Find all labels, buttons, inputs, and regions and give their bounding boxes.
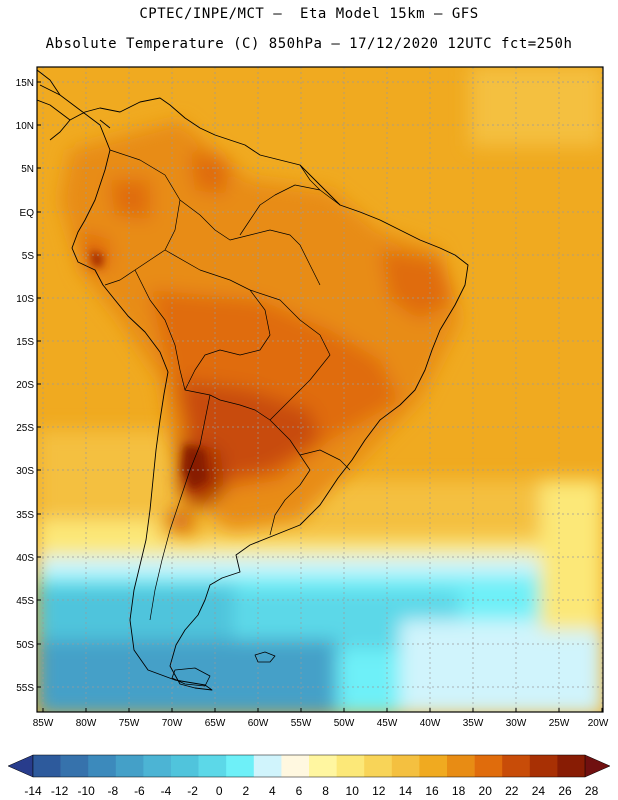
plot-frame [36, 66, 604, 713]
lat-label: 15N [16, 78, 34, 89]
lat-label: 50S [16, 640, 34, 651]
graticule [37, 67, 603, 712]
colorbar-label: -14 [24, 784, 42, 798]
colorbar-swatch [226, 755, 255, 777]
colorbar-swatch [88, 755, 117, 777]
colorbar-swatch [198, 755, 227, 777]
colorbar-swatch [364, 755, 393, 777]
colorbar-label: 20 [479, 784, 493, 798]
colorbar-label: 16 [425, 784, 439, 798]
colorbar-label: 2 [242, 784, 249, 798]
colorbar-label: 14 [399, 784, 413, 798]
colorbar-swatch [502, 755, 531, 777]
central-america-coastline [37, 69, 111, 129]
lon-label: 25W [549, 718, 570, 729]
lon-label: 60W [248, 718, 269, 729]
colorbar-label: 0 [216, 784, 223, 798]
colorbar-swatch [309, 755, 337, 777]
colorbar-swatch [33, 755, 61, 777]
lat-label: 45S [16, 596, 34, 607]
lon-label: 80W [76, 718, 97, 729]
lat-label: 35S [16, 510, 34, 521]
colorbar-swatch [115, 755, 144, 777]
lon-label: 70W [162, 718, 183, 729]
lat-label: 10N [16, 121, 34, 132]
lon-label: 35W [463, 718, 484, 729]
temperature-field [37, 67, 603, 712]
colorbar-label: 8 [322, 784, 329, 798]
colorbar-swatch [336, 755, 365, 777]
lon-label: 40W [420, 718, 441, 729]
south-america-coastline [39, 84, 469, 691]
colorbar-swatch [281, 755, 310, 777]
colorbar-label: 26 [558, 784, 572, 798]
colorbar-label: 10 [346, 784, 360, 798]
lat-label: 20S [16, 380, 34, 391]
lon-label: 65W [205, 718, 226, 729]
lat-label: 5S [22, 251, 35, 262]
colorbar-label: -2 [187, 784, 198, 798]
colorbar-swatch [474, 755, 503, 777]
lon-label: 50W [334, 718, 355, 729]
lon-label: 75W [119, 718, 140, 729]
colorbar-label: 12 [372, 784, 386, 798]
colorbar-label: -4 [161, 784, 172, 798]
lon-label: 45W [377, 718, 398, 729]
colorbar-swatch [171, 755, 199, 777]
colorbar-label: 4 [269, 784, 276, 798]
lat-label: 55S [16, 683, 34, 694]
colorbar-label: -12 [51, 784, 69, 798]
lat-label: 15S [16, 337, 34, 348]
colorbar-label: 22 [505, 784, 519, 798]
colorbar-label: 6 [296, 784, 303, 798]
lat-label: 5N [21, 164, 34, 175]
colorbar-swatch [557, 755, 586, 777]
colorbar-swatch [419, 755, 448, 777]
country-borders [104, 149, 351, 621]
colorbar-max-arrow [584, 754, 611, 778]
lon-label: 30W [506, 718, 527, 729]
axis-ticks [37, 81, 603, 712]
colorbar-label: -10 [78, 784, 96, 798]
colorbar-swatch [143, 755, 172, 777]
tierra-del-fuego [171, 667, 211, 687]
colorbar: -14 -12 -10 -8 -6 -4 -2 0 2 4 6 8 10 12 … [7, 754, 611, 798]
falklands [254, 651, 276, 663]
lat-label: 40S [16, 553, 34, 564]
colorbar-swatch [391, 755, 420, 777]
colorbar-border [32, 754, 586, 778]
title-line-2: Absolute Temperature (C) 850hPa – 17/12/… [45, 36, 573, 52]
colorbar-swatch [529, 755, 558, 777]
colorbar-swatch [60, 755, 89, 777]
colorbar-label: 18 [452, 784, 466, 798]
lon-label: 85W [33, 718, 54, 729]
colorbar-min-arrow [7, 754, 34, 778]
colorbar-label: -6 [134, 784, 145, 798]
colorbar-swatch [447, 755, 475, 777]
colorbar-swatch [253, 755, 282, 777]
lat-label: 10S [16, 294, 34, 305]
lat-label: 30S [16, 466, 34, 477]
lon-label: 55W [291, 718, 312, 729]
lon-label: 20W [588, 718, 609, 729]
title-line-1: CPTEC/INPE/MCT – Eta Model 15km – GFS [139, 6, 479, 22]
lat-label: 25S [16, 423, 34, 434]
lat-label: EQ [20, 208, 35, 219]
colorbar-label: 24 [532, 784, 546, 798]
colorbar-label: 28 [585, 784, 599, 798]
colorbar-label: -8 [107, 784, 118, 798]
